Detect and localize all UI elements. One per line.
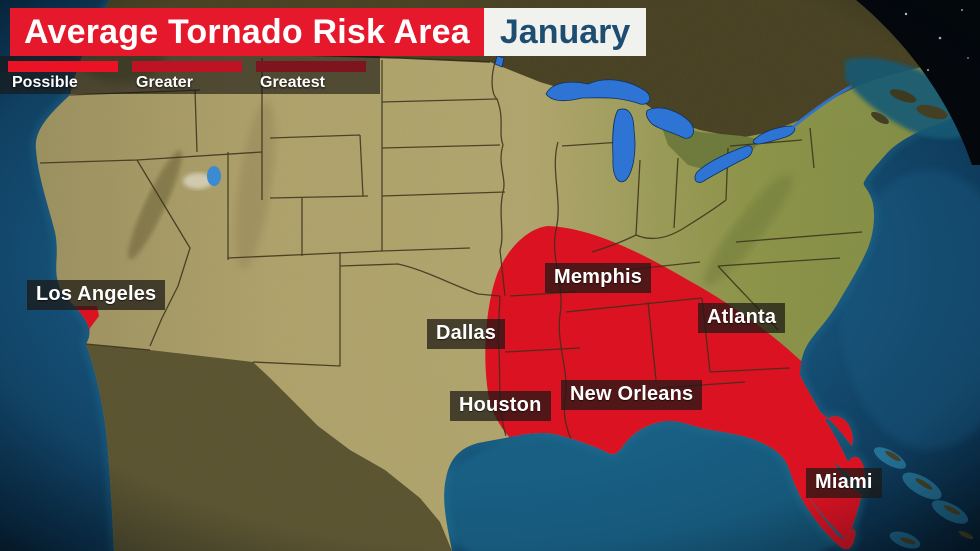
city-label-los-angeles: Los Angeles [27,280,166,310]
legend-item-possible: Possible [8,61,119,92]
risk-legend: Possible Greater Greatest [0,56,380,94]
header-bar: Average Tornado Risk Area January [10,8,647,56]
city-label-atlanta: Atlanta [698,303,786,333]
legend-item-greater: Greater [132,61,243,92]
city-label-dallas: Dallas [427,319,506,349]
legend-label-greatest: Greatest [260,74,325,91]
legend-label-greater: Greater [136,74,193,91]
month-badge: January [483,8,647,56]
page-title: Average Tornado Risk Area [10,8,484,56]
legend-label-possible: Possible [12,74,78,91]
city-label-new-orleans: New Orleans [561,380,703,410]
city-label-miami: Miami [806,468,882,498]
city-label-memphis: Memphis [545,263,652,293]
legend-swatch-possible [8,61,118,72]
legend-swatch-greatest [256,61,366,72]
legend-item-greatest: Greatest [256,61,367,92]
city-label-houston: Houston [450,391,551,421]
legend-swatch-greater [132,61,242,72]
